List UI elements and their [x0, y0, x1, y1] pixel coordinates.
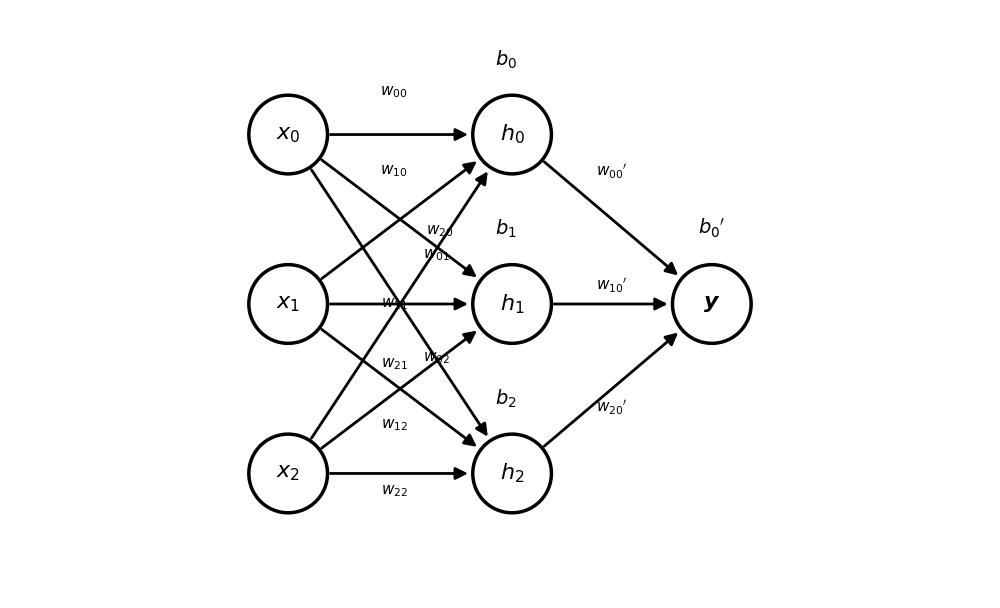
- Circle shape: [249, 264, 328, 344]
- Text: $\boldsymbol{h_0}$: $\boldsymbol{h_0}$: [500, 123, 525, 147]
- Circle shape: [249, 434, 328, 513]
- Text: $w_{22}$: $w_{22}$: [381, 484, 408, 499]
- Circle shape: [473, 434, 551, 513]
- Text: $b_2$: $b_2$: [495, 388, 517, 410]
- Circle shape: [249, 95, 328, 174]
- Text: $b_0$: $b_0$: [495, 49, 517, 71]
- Text: $\boldsymbol{x_0}$: $\boldsymbol{x_0}$: [276, 125, 300, 145]
- Circle shape: [473, 95, 551, 174]
- Text: $\boldsymbol{h_2}$: $\boldsymbol{h_2}$: [500, 461, 524, 485]
- Text: $w_{10}{}'$: $w_{10}{}'$: [596, 276, 628, 295]
- Text: $w_{12}$: $w_{12}$: [381, 417, 408, 433]
- Text: $\boldsymbol{y}$: $\boldsymbol{y}$: [703, 294, 720, 314]
- Text: $w_{02}$: $w_{02}$: [423, 351, 450, 366]
- Text: $w_{20}$: $w_{20}$: [426, 224, 453, 239]
- Text: $b_0{}'$: $b_0{}'$: [698, 217, 726, 240]
- Text: $w_{20}{}'$: $w_{20}{}'$: [596, 397, 628, 416]
- Text: $w_{10}$: $w_{10}$: [380, 163, 408, 179]
- Text: $w_{00}{}'$: $w_{00}{}'$: [596, 161, 628, 181]
- Text: $\boldsymbol{x_2}$: $\boldsymbol{x_2}$: [276, 463, 300, 483]
- Circle shape: [473, 264, 551, 344]
- Text: $w_{01}$: $w_{01}$: [423, 247, 450, 263]
- Text: $w_{00}$: $w_{00}$: [380, 85, 408, 100]
- Text: $b_1$: $b_1$: [495, 218, 517, 240]
- Circle shape: [672, 264, 751, 344]
- Text: $\boldsymbol{h_1}$: $\boldsymbol{h_1}$: [500, 292, 524, 316]
- Text: $w_{21}$: $w_{21}$: [381, 357, 408, 372]
- Text: $w_{11}$: $w_{11}$: [381, 296, 408, 312]
- Text: $\boldsymbol{x_1}$: $\boldsymbol{x_1}$: [276, 294, 300, 314]
